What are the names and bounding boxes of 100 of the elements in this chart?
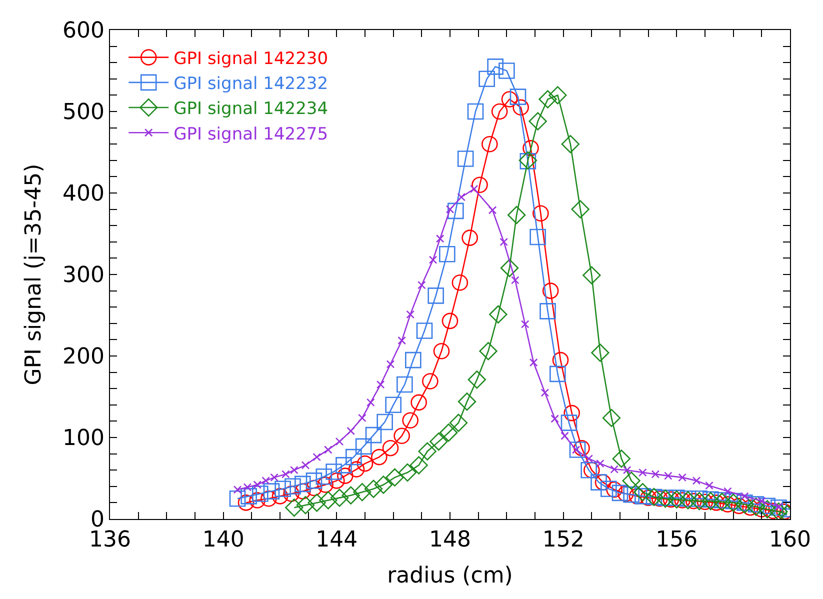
point (458, 392, 476, 411)
point (538, 90, 557, 108)
point (285, 498, 304, 517)
point (720, 496, 736, 512)
point (316, 468, 332, 485)
point (522, 140, 539, 156)
point (396, 376, 413, 393)
point (488, 206, 497, 214)
x-tick-label: 140 (202, 528, 244, 552)
x-tick-label: 152 (542, 528, 584, 552)
point (668, 490, 686, 509)
point (618, 486, 634, 502)
point (262, 476, 270, 485)
point (470, 184, 478, 194)
point (770, 502, 788, 519)
point (746, 498, 766, 516)
point (306, 480, 322, 496)
point (640, 490, 656, 506)
point (479, 342, 498, 360)
point (674, 492, 690, 508)
point (430, 432, 448, 451)
point (696, 494, 714, 510)
point (428, 256, 438, 264)
point (532, 205, 549, 222)
point (678, 473, 686, 482)
point (270, 473, 278, 482)
point (571, 200, 590, 218)
point (664, 472, 672, 480)
point (382, 440, 399, 456)
point (622, 472, 640, 490)
point (335, 437, 344, 446)
point (364, 480, 383, 498)
point (612, 450, 631, 468)
point (353, 483, 372, 502)
point (405, 352, 422, 368)
point (365, 426, 382, 444)
point (574, 440, 590, 456)
point (448, 202, 464, 220)
point (439, 246, 456, 262)
point (358, 414, 366, 422)
point (406, 310, 414, 319)
point (290, 466, 298, 474)
point (560, 432, 569, 440)
y-tick-label: 500 (62, 100, 104, 126)
y-tick-label: 600 (62, 18, 104, 44)
point (260, 490, 277, 507)
point (238, 494, 254, 511)
point (398, 336, 406, 345)
point (330, 488, 349, 507)
point (561, 135, 580, 154)
point (386, 468, 404, 487)
point (569, 442, 586, 458)
point (748, 496, 764, 512)
point (306, 472, 322, 489)
point (301, 461, 310, 470)
point (651, 470, 660, 478)
point (690, 492, 708, 510)
point (229, 490, 246, 507)
point (582, 266, 601, 284)
point (402, 412, 418, 429)
point (500, 238, 508, 246)
y-tick-label: 300 (62, 263, 104, 288)
point (272, 488, 288, 504)
point (552, 352, 569, 368)
point (282, 470, 290, 478)
point (580, 462, 597, 478)
point (596, 459, 604, 468)
point (550, 366, 566, 382)
point (564, 404, 580, 422)
y-axis-title: GPI signal (j=35-45) (21, 164, 46, 386)
point (263, 483, 280, 500)
point (312, 452, 321, 462)
point (692, 476, 701, 485)
point (540, 388, 550, 397)
legend-label: GPI signal 142232 (174, 74, 328, 94)
point (600, 480, 617, 497)
point (418, 280, 426, 290)
point (294, 483, 311, 500)
point (623, 486, 640, 503)
point (468, 370, 486, 389)
point (548, 86, 567, 104)
point (355, 438, 372, 455)
point (346, 448, 362, 466)
point (398, 463, 417, 482)
point (308, 494, 326, 512)
point (472, 176, 488, 193)
point (758, 496, 766, 506)
point (457, 192, 466, 202)
point (540, 303, 556, 320)
point (422, 373, 438, 390)
point (284, 478, 301, 495)
point (371, 448, 388, 466)
point (410, 394, 427, 411)
x-tick-label: 156 (656, 528, 698, 552)
point (590, 474, 607, 490)
point (356, 455, 374, 472)
point (606, 482, 622, 498)
y-tick-label: 200 (62, 344, 104, 370)
x-tick-label: 144 (316, 528, 358, 552)
point (584, 454, 593, 463)
